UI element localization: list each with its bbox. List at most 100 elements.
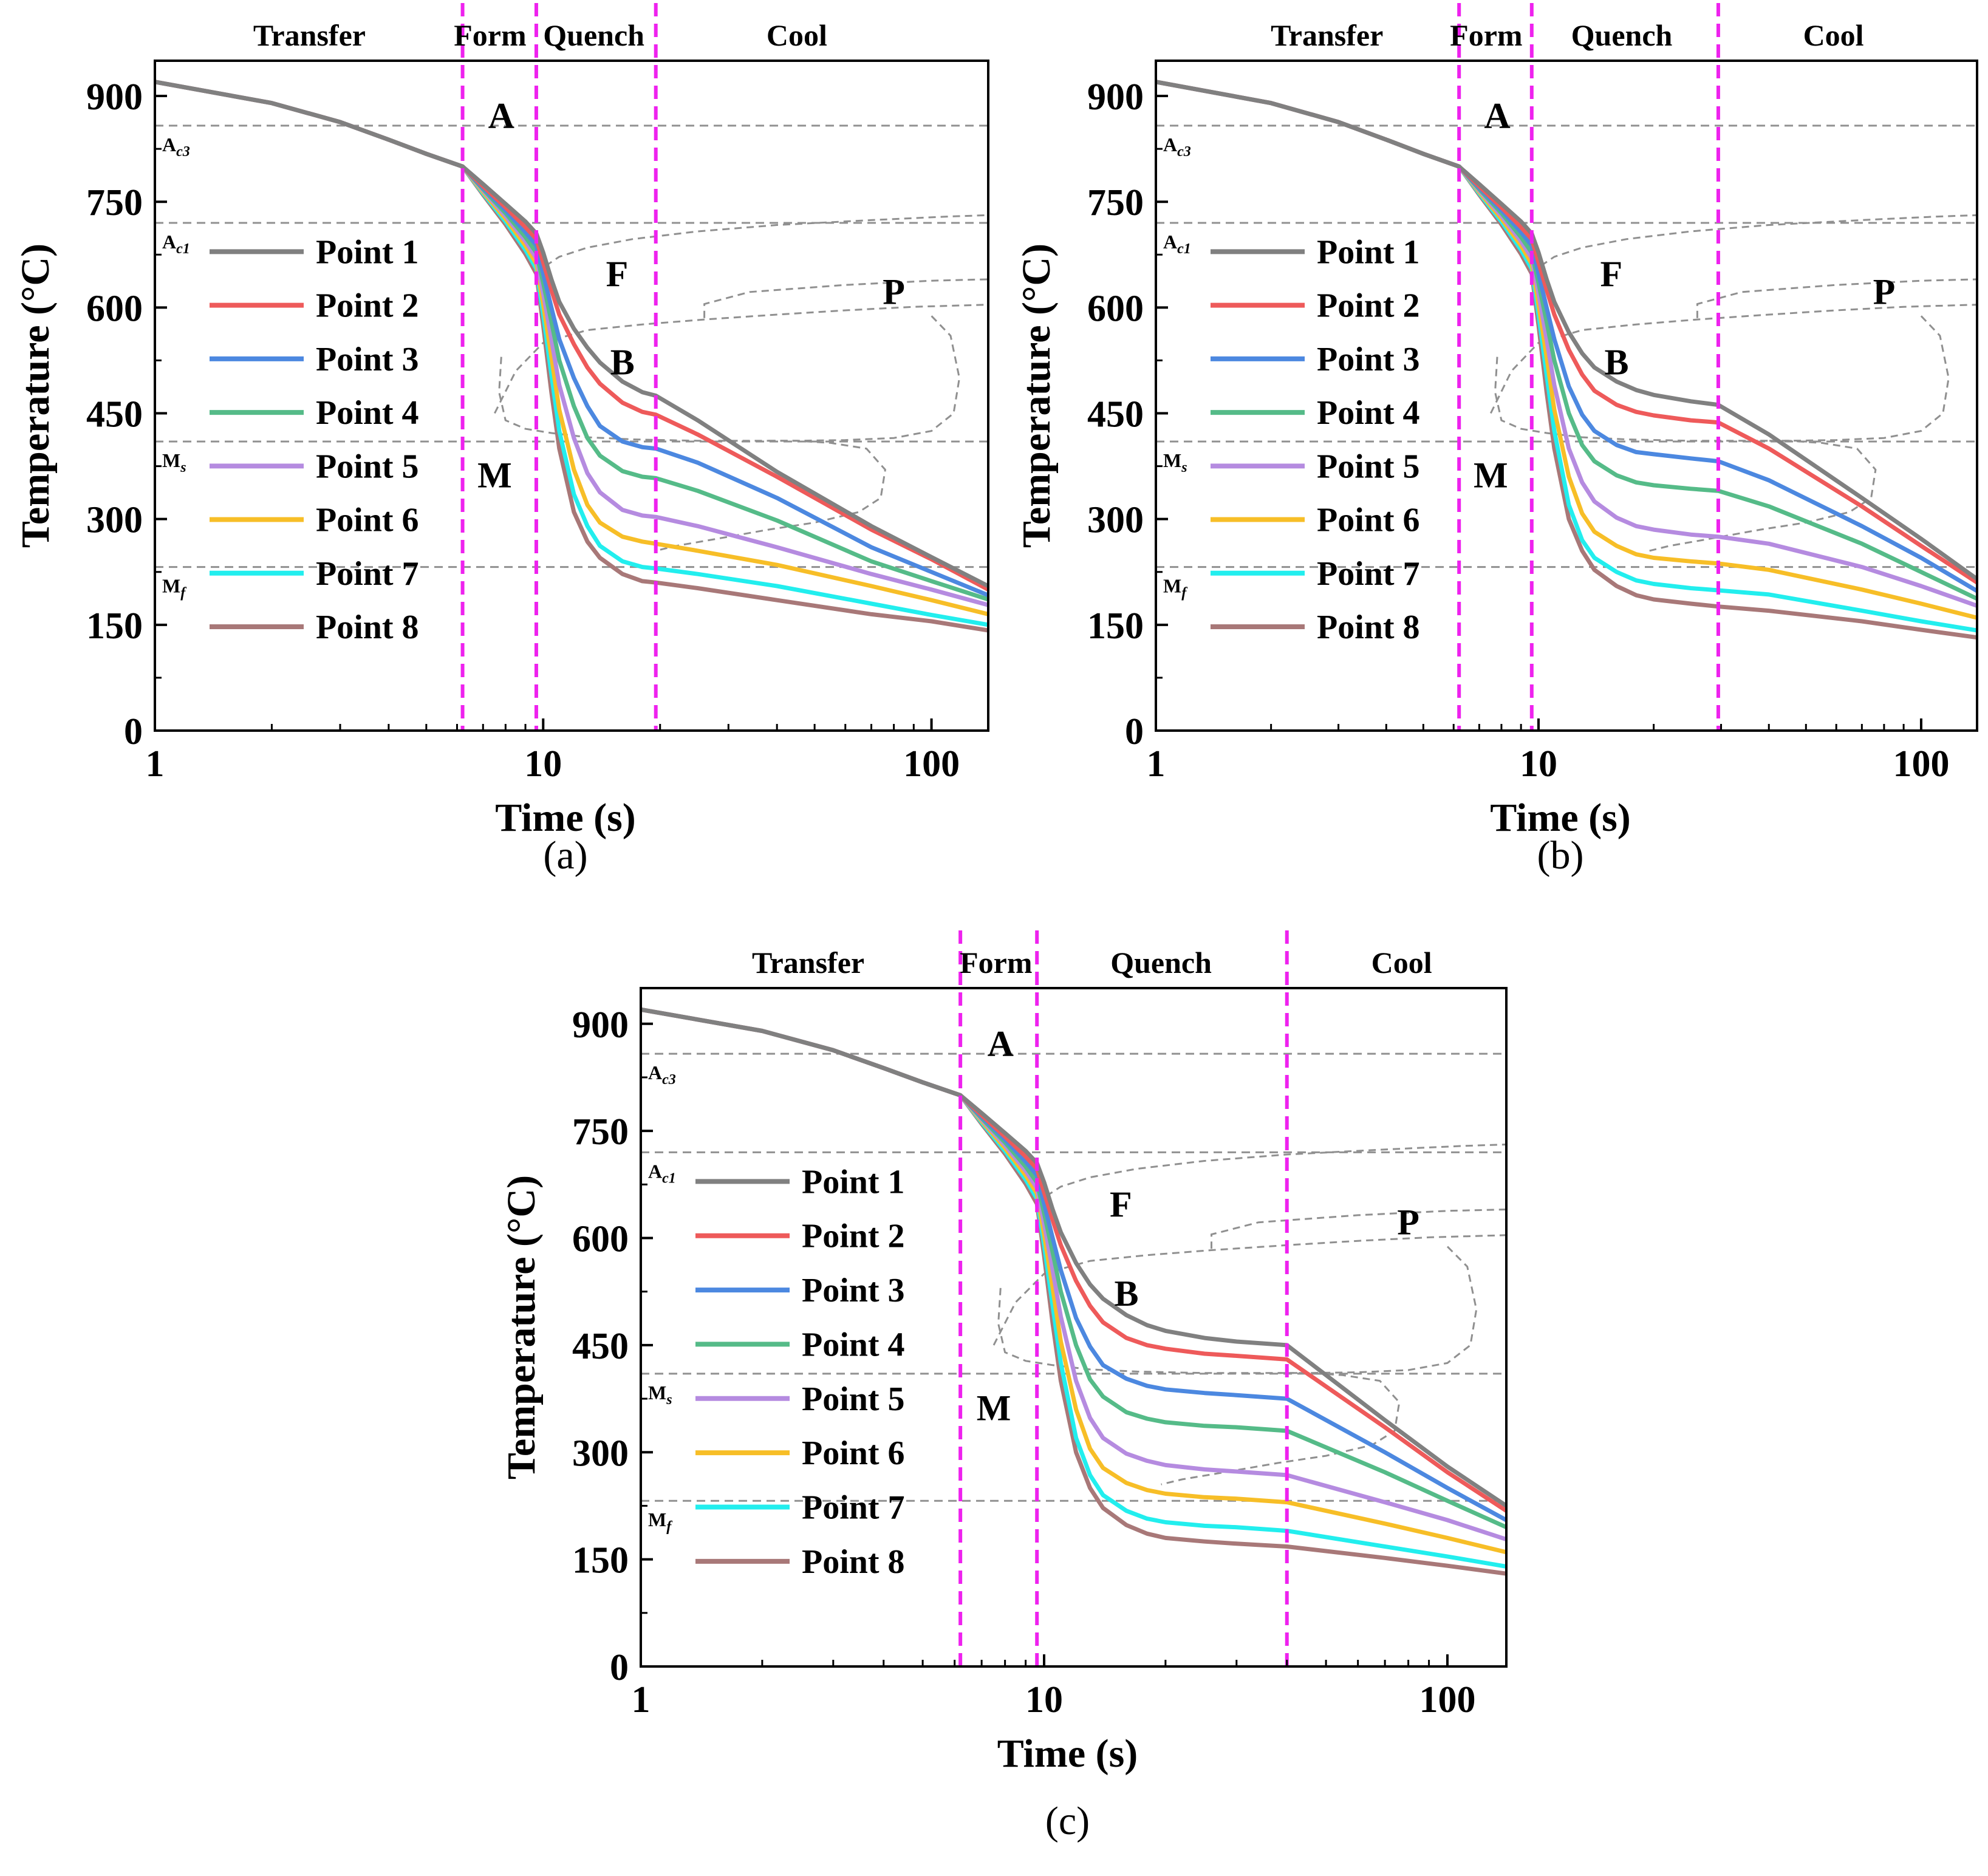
stage-label-form: Form [960, 946, 1032, 980]
legend-label-6: Point 6 [802, 1434, 905, 1472]
y-axis-title: Temperature (°C) [13, 244, 58, 548]
reference-line-label: Ms [162, 449, 186, 476]
stage-label-quench: Quench [543, 18, 644, 52]
x-tick-label: 100 [1893, 743, 1949, 785]
series-line-point-1 [641, 1007, 1506, 1508]
y-tick-label: 450 [1087, 394, 1144, 435]
reference-line-label-main: A [1163, 231, 1177, 253]
x-tick-label: 10 [524, 743, 562, 785]
reference-line-label-main: M [162, 575, 180, 597]
legend-label-2: Point 2 [802, 1218, 905, 1255]
y-tick-label: 900 [86, 77, 143, 118]
ttt-curve-3 [768, 315, 961, 442]
series-line-point-1 [155, 80, 988, 588]
reference-line-label-main: M [1163, 575, 1181, 597]
ttt-curve-2 [1696, 278, 1977, 318]
stage-label-quench: Quench [1110, 946, 1212, 980]
phase-label-b: B [1115, 1274, 1139, 1314]
ttt-curves [494, 214, 988, 552]
reference-line-label-sub: f [1181, 585, 1187, 601]
stage-label-transfer: Transfer [752, 946, 864, 980]
phase-label-m: M [477, 455, 512, 495]
reference-line-label-sub: c1 [662, 1170, 676, 1186]
ttt-curve-1 [494, 304, 988, 414]
reference-line-label: Mf [162, 575, 186, 601]
x-tick-label: 10 [1520, 743, 1557, 785]
ttt-curve-5 [997, 1288, 1278, 1374]
ttt-curve-4 [1161, 1372, 1401, 1485]
plot-frame [1155, 60, 1978, 732]
phase-label-m: M [1474, 455, 1508, 495]
legend-label-2: Point 2 [316, 287, 419, 325]
phase-label-p: P [883, 272, 905, 312]
reference-line-label-sub: c3 [1177, 144, 1191, 160]
reference-line-label-sub: s [1181, 460, 1187, 476]
phase-label-f: F [1600, 254, 1623, 295]
reference-line-label-sub: f [666, 1519, 672, 1535]
y-tick-label: 300 [1087, 500, 1144, 541]
y-tick-label: 450 [572, 1326, 629, 1367]
y-tick-label: 0 [1125, 711, 1144, 752]
y-tick-label: 150 [1087, 605, 1144, 647]
stage-label-form: Form [1450, 18, 1522, 52]
reference-line-label-main: A [648, 1160, 662, 1182]
reference-line-label: Mf [1163, 575, 1187, 601]
reference-line-label-main: A [1163, 134, 1177, 155]
legend-label-6: Point 6 [316, 502, 419, 539]
y-tick-label: 450 [86, 394, 143, 435]
plot-frame [154, 60, 989, 732]
panel-caption: (a) [543, 833, 587, 878]
ttt-curves [1489, 214, 1977, 552]
reference-line-label-sub: s [180, 460, 186, 476]
x-tick-label: 100 [903, 743, 960, 785]
phase-label-a: A [1484, 95, 1510, 135]
y-tick-label: 150 [572, 1540, 629, 1581]
legend-label-2: Point 2 [1317, 287, 1420, 325]
stage-label-cool: Cool [1371, 946, 1432, 980]
reference-line-label-sub: c1 [1177, 241, 1191, 257]
y-tick-label: 0 [610, 1647, 629, 1688]
legend-label-7: Point 7 [802, 1489, 905, 1527]
y-axis-title: Temperature (°C) [499, 1175, 544, 1479]
stage-label-cool: Cool [767, 18, 827, 52]
y-tick-label: 750 [1087, 182, 1144, 223]
legend-label-7: Point 7 [316, 555, 419, 593]
reference-line-label: Ms [648, 1382, 672, 1408]
stage-label-cool: Cool [1803, 18, 1864, 52]
ttt-curve-1 [992, 1234, 1506, 1346]
stage-label-transfer: Transfer [253, 18, 366, 52]
legend-label-3: Point 3 [1317, 341, 1420, 378]
x-tick-label: 1 [1147, 743, 1166, 785]
ttt-curve-0 [1531, 214, 1977, 275]
reference-line-label-main: M [648, 1382, 666, 1404]
reference-line-label-main: A [162, 134, 176, 155]
series-group [155, 80, 988, 633]
reference-line-label: Ac1 [648, 1160, 676, 1186]
reference-line-label-sub: c3 [176, 144, 190, 160]
y-tick-label: 900 [1087, 77, 1144, 118]
reference-line-label-main: A [648, 1062, 662, 1083]
legend-label-1: Point 1 [1317, 233, 1420, 271]
reference-line-label: Ac3 [1163, 134, 1191, 160]
reference-line-label: Ac1 [162, 231, 190, 257]
reference-line-label-sub: c1 [176, 241, 190, 257]
legend-label-1: Point 1 [802, 1163, 905, 1201]
reference-line-label: Mf [648, 1509, 672, 1535]
x-axis-title: Time (s) [1490, 796, 1631, 840]
reference-line-label-main: M [162, 449, 180, 471]
ttt-curve-2 [1211, 1209, 1506, 1249]
legend-label-1: Point 1 [316, 233, 419, 271]
ttt-curve-1 [1489, 304, 1977, 414]
legend-label-5: Point 5 [316, 448, 419, 485]
reference-line-label-main: M [648, 1509, 666, 1530]
phase-label-m: M [977, 1388, 1011, 1428]
y-axis-title: Temperature (°C) [1014, 244, 1059, 548]
y-tick-label: 600 [572, 1219, 629, 1260]
legend-label-5: Point 5 [1317, 448, 1420, 485]
legend-label-8: Point 8 [802, 1543, 905, 1581]
x-axis-title: Time (s) [495, 796, 636, 840]
ttt-curve-4 [655, 440, 886, 552]
x-tick-label: 10 [1025, 1679, 1063, 1721]
y-tick-label: 750 [86, 182, 143, 223]
legend-label-3: Point 3 [316, 341, 419, 378]
